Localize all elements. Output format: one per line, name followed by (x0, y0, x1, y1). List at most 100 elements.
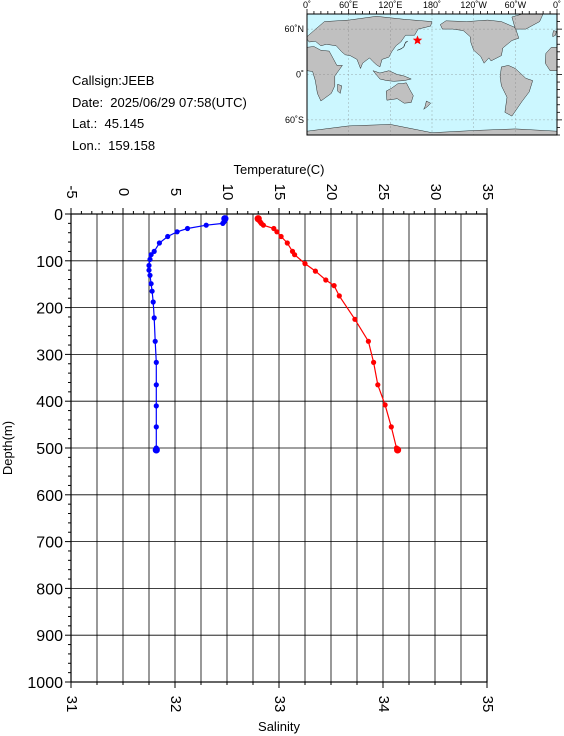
temperature-data-point (302, 261, 308, 267)
temperature-data-point (375, 382, 381, 388)
salinity-data-point (203, 222, 209, 228)
temperature-data-point (365, 338, 371, 344)
bottom-axis-tick-label: 34 (375, 696, 392, 713)
bottom-axis-tick-label: 33 (271, 696, 288, 713)
land-mass (337, 84, 342, 94)
bottom-axis-tick-label: 32 (167, 696, 184, 713)
temperature-data-point (336, 293, 342, 299)
temperature-data-point (292, 252, 298, 258)
land-mass (306, 46, 343, 102)
station-marker (412, 35, 423, 45)
map-lon-label: 60˚E (339, 0, 358, 10)
callsign-label: Callsign:JEEB (72, 73, 155, 88)
temperature-data-point (331, 283, 337, 289)
top-axis-label: Temperature(C) (233, 162, 324, 177)
bottom-axis-label: Salinity (258, 719, 300, 734)
left-axis-tick-label: 0 (54, 207, 63, 224)
left-axis-tick-label: 500 (36, 441, 63, 458)
top-axis-tick-label: 10 (219, 184, 236, 201)
temperature-data-point (278, 233, 284, 240)
salinity-data-point (146, 262, 152, 269)
top-axis-tick-label: 20 (323, 184, 340, 201)
station-info: Callsign:JEEB Date: 2025/06/29 07:58(UTC… (72, 70, 247, 156)
salinity-data-point (165, 233, 171, 240)
temperature-data-point (371, 359, 377, 365)
left-axis-tick-label: 800 (36, 581, 63, 598)
salinity-data-point (153, 424, 159, 430)
salinity-data-point (151, 315, 157, 321)
land-mass (440, 19, 520, 64)
temperature-data-point (271, 225, 277, 232)
temperature-data-point (394, 446, 402, 454)
bottom-axis-tick-label: 31 (63, 696, 80, 713)
left-axis-tick-label: 700 (36, 535, 63, 552)
date-label: Date: 2025/06/29 07:58(UTC) (72, 94, 247, 110)
salinity-data-point (151, 248, 157, 254)
map-lon-label: 60˚W (505, 0, 527, 10)
map-lat-label: 60˚N (284, 24, 304, 34)
map-lon-label: 120˚W (460, 0, 487, 10)
land-mass (552, 30, 557, 38)
salinity-data-point (220, 220, 226, 226)
land-mass (372, 70, 412, 82)
map-layer: 0˚ 60˚E 120˚E 180˚ 120˚W 60˚W 0˚ 60˚N 0˚ 60˚S (284, 0, 562, 136)
series-layer (146, 215, 402, 454)
top-axis-tick-label: -5 (63, 185, 80, 198)
map-lon-label: 0˚ (553, 0, 561, 10)
temperature-data-point (323, 277, 329, 283)
salinity-data-point (147, 272, 153, 278)
map-lat-label: 0˚ (296, 70, 304, 80)
left-axis-tick-label: 200 (36, 301, 63, 318)
map-lat-label: 60˚S (285, 115, 304, 125)
temperature-data-point (274, 229, 280, 235)
left-axis-tick-label: 600 (36, 488, 63, 505)
left-axis-tick-label: 300 (36, 347, 63, 364)
map-lon-label: 180˚ (423, 0, 441, 10)
left-axis-tick-label: 900 (36, 628, 63, 645)
land-mass (306, 16, 433, 70)
longitude-label: Lon.: 159.158 (72, 137, 156, 153)
salinity-data-point (146, 267, 152, 273)
top-axis-tick-label: 30 (427, 184, 444, 201)
salinity-profile-line (148, 218, 226, 450)
world-map: 0˚ 60˚E 120˚E 180˚ 120˚W 60˚W 0˚ 60˚N 0˚ 60˚S (284, 0, 562, 136)
grid-layer (70, 213, 488, 683)
salinity-data-point (184, 225, 191, 232)
temperature-data-point (382, 402, 388, 408)
left-axis-tick-label: 1000 (27, 675, 63, 692)
salinity-data-point (148, 281, 154, 287)
map-lon-label: 0˚ (303, 0, 311, 10)
salinity-data-point (174, 229, 180, 235)
bottom-axis-tick-label: 35 (479, 696, 496, 713)
salinity-data-point (152, 446, 160, 454)
temperature-data-point (312, 268, 318, 274)
latitude-label: Lat.: 45.145 (72, 116, 145, 131)
salinity-data-point (153, 359, 159, 365)
top-axis-tick-label: 35 (479, 184, 496, 201)
map-lon-label: 120˚E (378, 0, 402, 10)
temperature-data-point (388, 424, 394, 430)
salinity-data-point (149, 288, 155, 294)
salinity-data-point (153, 403, 159, 409)
left-axis-tick-label: 100 (36, 254, 63, 271)
salinity-data-point (150, 299, 156, 305)
temperature-data-point (352, 316, 358, 322)
top-axis-tick-label: 5 (167, 188, 184, 196)
salinity-data-point (153, 382, 159, 388)
temperature-data-point (260, 222, 266, 228)
left-axis-tick-label: 400 (36, 394, 63, 411)
land-mass (385, 82, 414, 104)
top-axis-tick-label: 15 (271, 184, 288, 201)
land-mass (499, 65, 533, 117)
temperature-data-point (284, 240, 290, 246)
land-mass (397, 41, 408, 51)
top-axis-tick-label: 25 (375, 184, 392, 201)
salinity-data-point (156, 240, 162, 246)
top-axis-tick-label: 0 (115, 188, 132, 196)
left-axis-label: Depth(m) (0, 421, 15, 475)
salinity-data-point (147, 256, 153, 262)
salinity-data-point (152, 338, 158, 344)
salinity-data-point (148, 252, 154, 258)
